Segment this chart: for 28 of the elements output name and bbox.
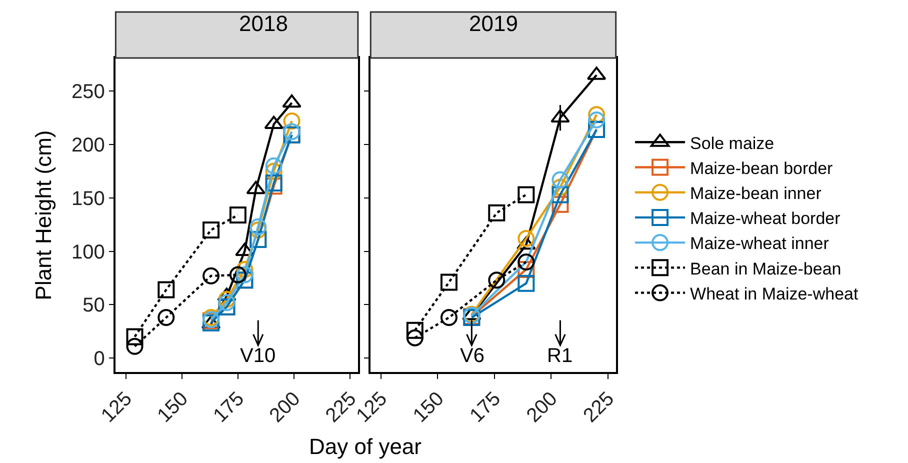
legend-label: Sole maize — [690, 134, 774, 153]
legend-label: Maize-wheat inner — [690, 234, 830, 254]
y-tick-label: 100 — [72, 241, 105, 264]
x-tick-label: 200 — [265, 388, 305, 427]
x-axis-title: Day of year — [309, 434, 422, 459]
y-axis-title: Plant Height (cm) — [31, 130, 56, 300]
y-tick-label: 50 — [82, 294, 105, 317]
ref-line-label: R1 — [547, 345, 573, 367]
legend-label: Maize-bean inner — [690, 184, 822, 203]
y-tick-label: 200 — [72, 134, 105, 157]
y-tick-label: 250 — [72, 81, 105, 104]
chart-title: 2018 — [239, 11, 288, 36]
x-tick-label: 175 — [209, 388, 249, 427]
ref-line-label: V6 — [460, 345, 484, 367]
legend-label: Maize-bean border — [690, 158, 834, 178]
legend-label: Bean in Maize-bean — [690, 259, 842, 278]
x-tick-label: 150 — [409, 388, 448, 427]
x-tick-label: 150 — [153, 388, 192, 427]
legend-label: Wheat in Maize-wheat — [690, 284, 858, 304]
x-tick-label: 200 — [522, 388, 562, 427]
x-tick-label: 225 — [579, 388, 619, 427]
y-tick-label: 0 — [94, 348, 105, 370]
ref-line-label: V10 — [240, 345, 276, 367]
legend-label: Maize-wheat border — [690, 209, 841, 228]
y-tick-label: 150 — [72, 188, 105, 210]
chart-title: 2019 — [469, 11, 518, 36]
x-tick-label: 175 — [466, 388, 505, 427]
x-tick-label: 125 — [97, 388, 136, 427]
